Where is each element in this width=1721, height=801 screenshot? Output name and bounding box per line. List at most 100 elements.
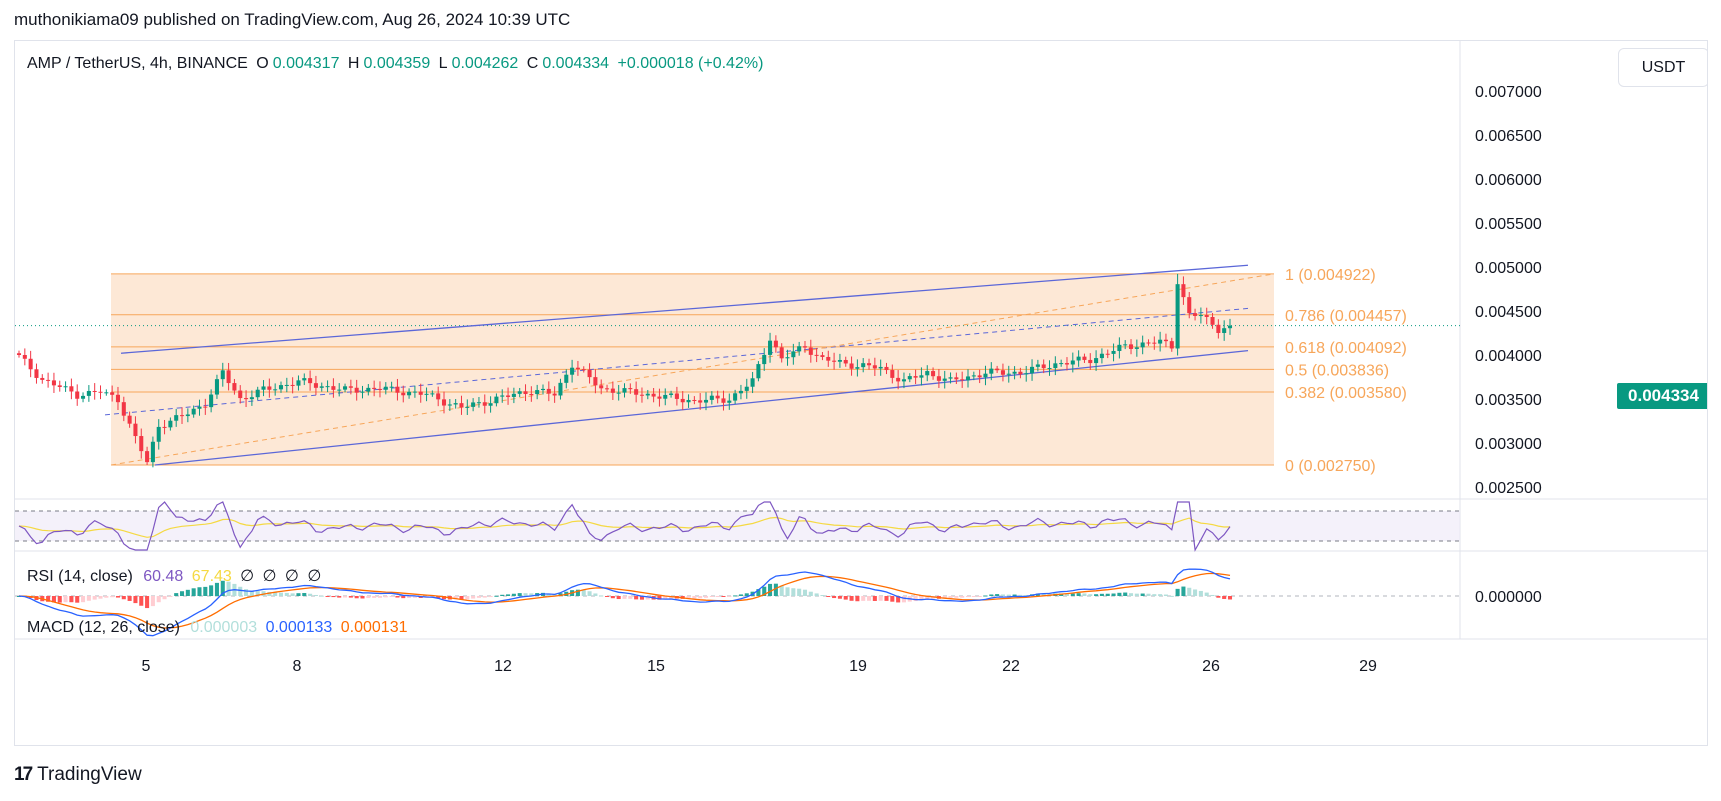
candle-body	[471, 402, 476, 407]
time-axis-tick-1: 8	[293, 658, 302, 675]
macd-histogram-bar	[995, 594, 1000, 596]
candle-body	[51, 380, 56, 386]
macd-histogram-bar	[145, 596, 150, 609]
macd-histogram-bar	[191, 588, 196, 596]
candle-body	[645, 393, 650, 396]
macd-histogram-bar	[459, 596, 464, 600]
candle-body	[1082, 356, 1087, 360]
macd-histogram-bar	[1187, 587, 1192, 596]
candle-body	[488, 403, 493, 406]
macd-histogram-bar	[1082, 593, 1087, 596]
close-value: 0.004334	[542, 55, 610, 72]
candle-body	[1035, 364, 1040, 367]
macd-histogram-bar	[308, 593, 313, 596]
candle-body	[232, 383, 237, 391]
candle-body	[1076, 356, 1081, 361]
rsi-ma-line	[18, 516, 1231, 538]
candle-body	[1018, 371, 1023, 375]
candle-body	[92, 390, 97, 392]
candle-body	[756, 364, 761, 379]
candle-body	[34, 369, 39, 378]
candle-body	[1070, 360, 1075, 365]
macd-histogram-bar	[354, 596, 359, 599]
candle-body	[855, 367, 860, 369]
macd-histogram-bar	[127, 596, 132, 601]
candle-body	[302, 378, 307, 381]
macd-histogram-bar	[436, 596, 441, 599]
macd-histogram-bar	[1134, 593, 1139, 596]
macd-histogram-bar	[156, 596, 161, 603]
macd-histogram-bar	[762, 586, 767, 596]
fib-trend-line	[110, 273, 1275, 466]
candle-body	[1134, 347, 1139, 349]
candle-body	[832, 360, 837, 362]
macd-histogram-bar	[133, 596, 138, 604]
macd-histogram-bar	[203, 586, 208, 596]
candle-body	[313, 383, 318, 388]
candle-body	[214, 379, 219, 395]
macd-histogram-bar	[290, 593, 295, 596]
candle-body	[133, 423, 138, 437]
tradingview-logo[interactable]: 17 TradingView	[14, 764, 142, 786]
candle-body	[174, 415, 179, 421]
macd-histogram-bar	[1006, 594, 1011, 596]
candle-body	[995, 368, 1000, 371]
macd-histogram-bar	[628, 596, 633, 599]
macd-histogram-bar	[1076, 593, 1081, 596]
candle-body	[773, 340, 778, 348]
candle-body	[436, 393, 441, 400]
macd-histogram-bar	[278, 592, 284, 596]
macd-histogram-bar	[46, 596, 51, 602]
candle-body	[698, 400, 703, 403]
candle-body	[1146, 342, 1151, 344]
high-value: 0.004359	[363, 55, 431, 72]
macd-title[interactable]: MACD (12, 26, close)	[27, 619, 180, 636]
price-axis-tick-5: 0.004500	[1475, 304, 1542, 321]
currency-button[interactable]: USDT	[1618, 48, 1707, 87]
macd-histogram-bar	[319, 595, 324, 597]
candle-body	[343, 386, 348, 390]
macd-histogram-bar	[1204, 592, 1209, 596]
macd-histogram-bar	[383, 596, 388, 598]
chart-canvas[interactable]: 0.007000 0.006500 0.006000 0.005500 0.005000…	[15, 41, 1708, 746]
candle-body	[570, 367, 575, 375]
macd-histogram-bar	[587, 591, 592, 596]
macd-histogram-bar	[1163, 594, 1168, 596]
candle-body	[1158, 339, 1163, 344]
candle-body	[651, 393, 656, 397]
macd-histogram-bar	[529, 593, 534, 596]
rsi-ma-value: 67.43	[191, 568, 232, 585]
candle-body	[1053, 363, 1058, 369]
candle-body	[1012, 371, 1017, 374]
candle-body	[75, 391, 80, 399]
macd-histogram-bar	[75, 596, 80, 603]
macd-histogram-bar	[69, 596, 74, 603]
candle-body	[1024, 373, 1029, 375]
rsi-title[interactable]: RSI (14, close)	[27, 568, 133, 585]
macd-histogram-bar	[494, 595, 499, 597]
macd-histogram-bar	[954, 596, 959, 598]
macd-histogram-bar	[692, 596, 697, 599]
candle-body	[273, 389, 278, 391]
chart-area[interactable]: 0.007000 0.006500 0.006000 0.005500 0.005000…	[14, 40, 1708, 746]
macd-histogram-bar	[372, 596, 377, 598]
symbol-title[interactable]: AMP / TetherUS, 4h, BINANCE	[27, 55, 248, 72]
macd-histogram-bar	[220, 580, 225, 596]
macd-histogram-bar	[57, 596, 62, 603]
price-axis-tick-2: 0.006000	[1475, 172, 1542, 189]
candle-body	[1222, 328, 1227, 333]
macd-signal-value: 0.000131	[340, 619, 408, 636]
candle-body	[500, 395, 505, 397]
candle-body	[919, 375, 924, 378]
macd-histogram-bar	[110, 596, 115, 598]
candle-body	[482, 402, 487, 406]
candle-body	[628, 388, 633, 390]
macd-histogram-bar	[733, 595, 738, 597]
macd-histogram-bar	[977, 596, 982, 597]
macd-histogram-bar	[407, 596, 412, 598]
macd-histogram-bar	[663, 596, 668, 600]
candle-body	[1111, 350, 1116, 354]
macd-histogram-bar	[965, 596, 971, 598]
macd-histogram-bar	[867, 596, 872, 601]
candle-body	[849, 363, 854, 369]
